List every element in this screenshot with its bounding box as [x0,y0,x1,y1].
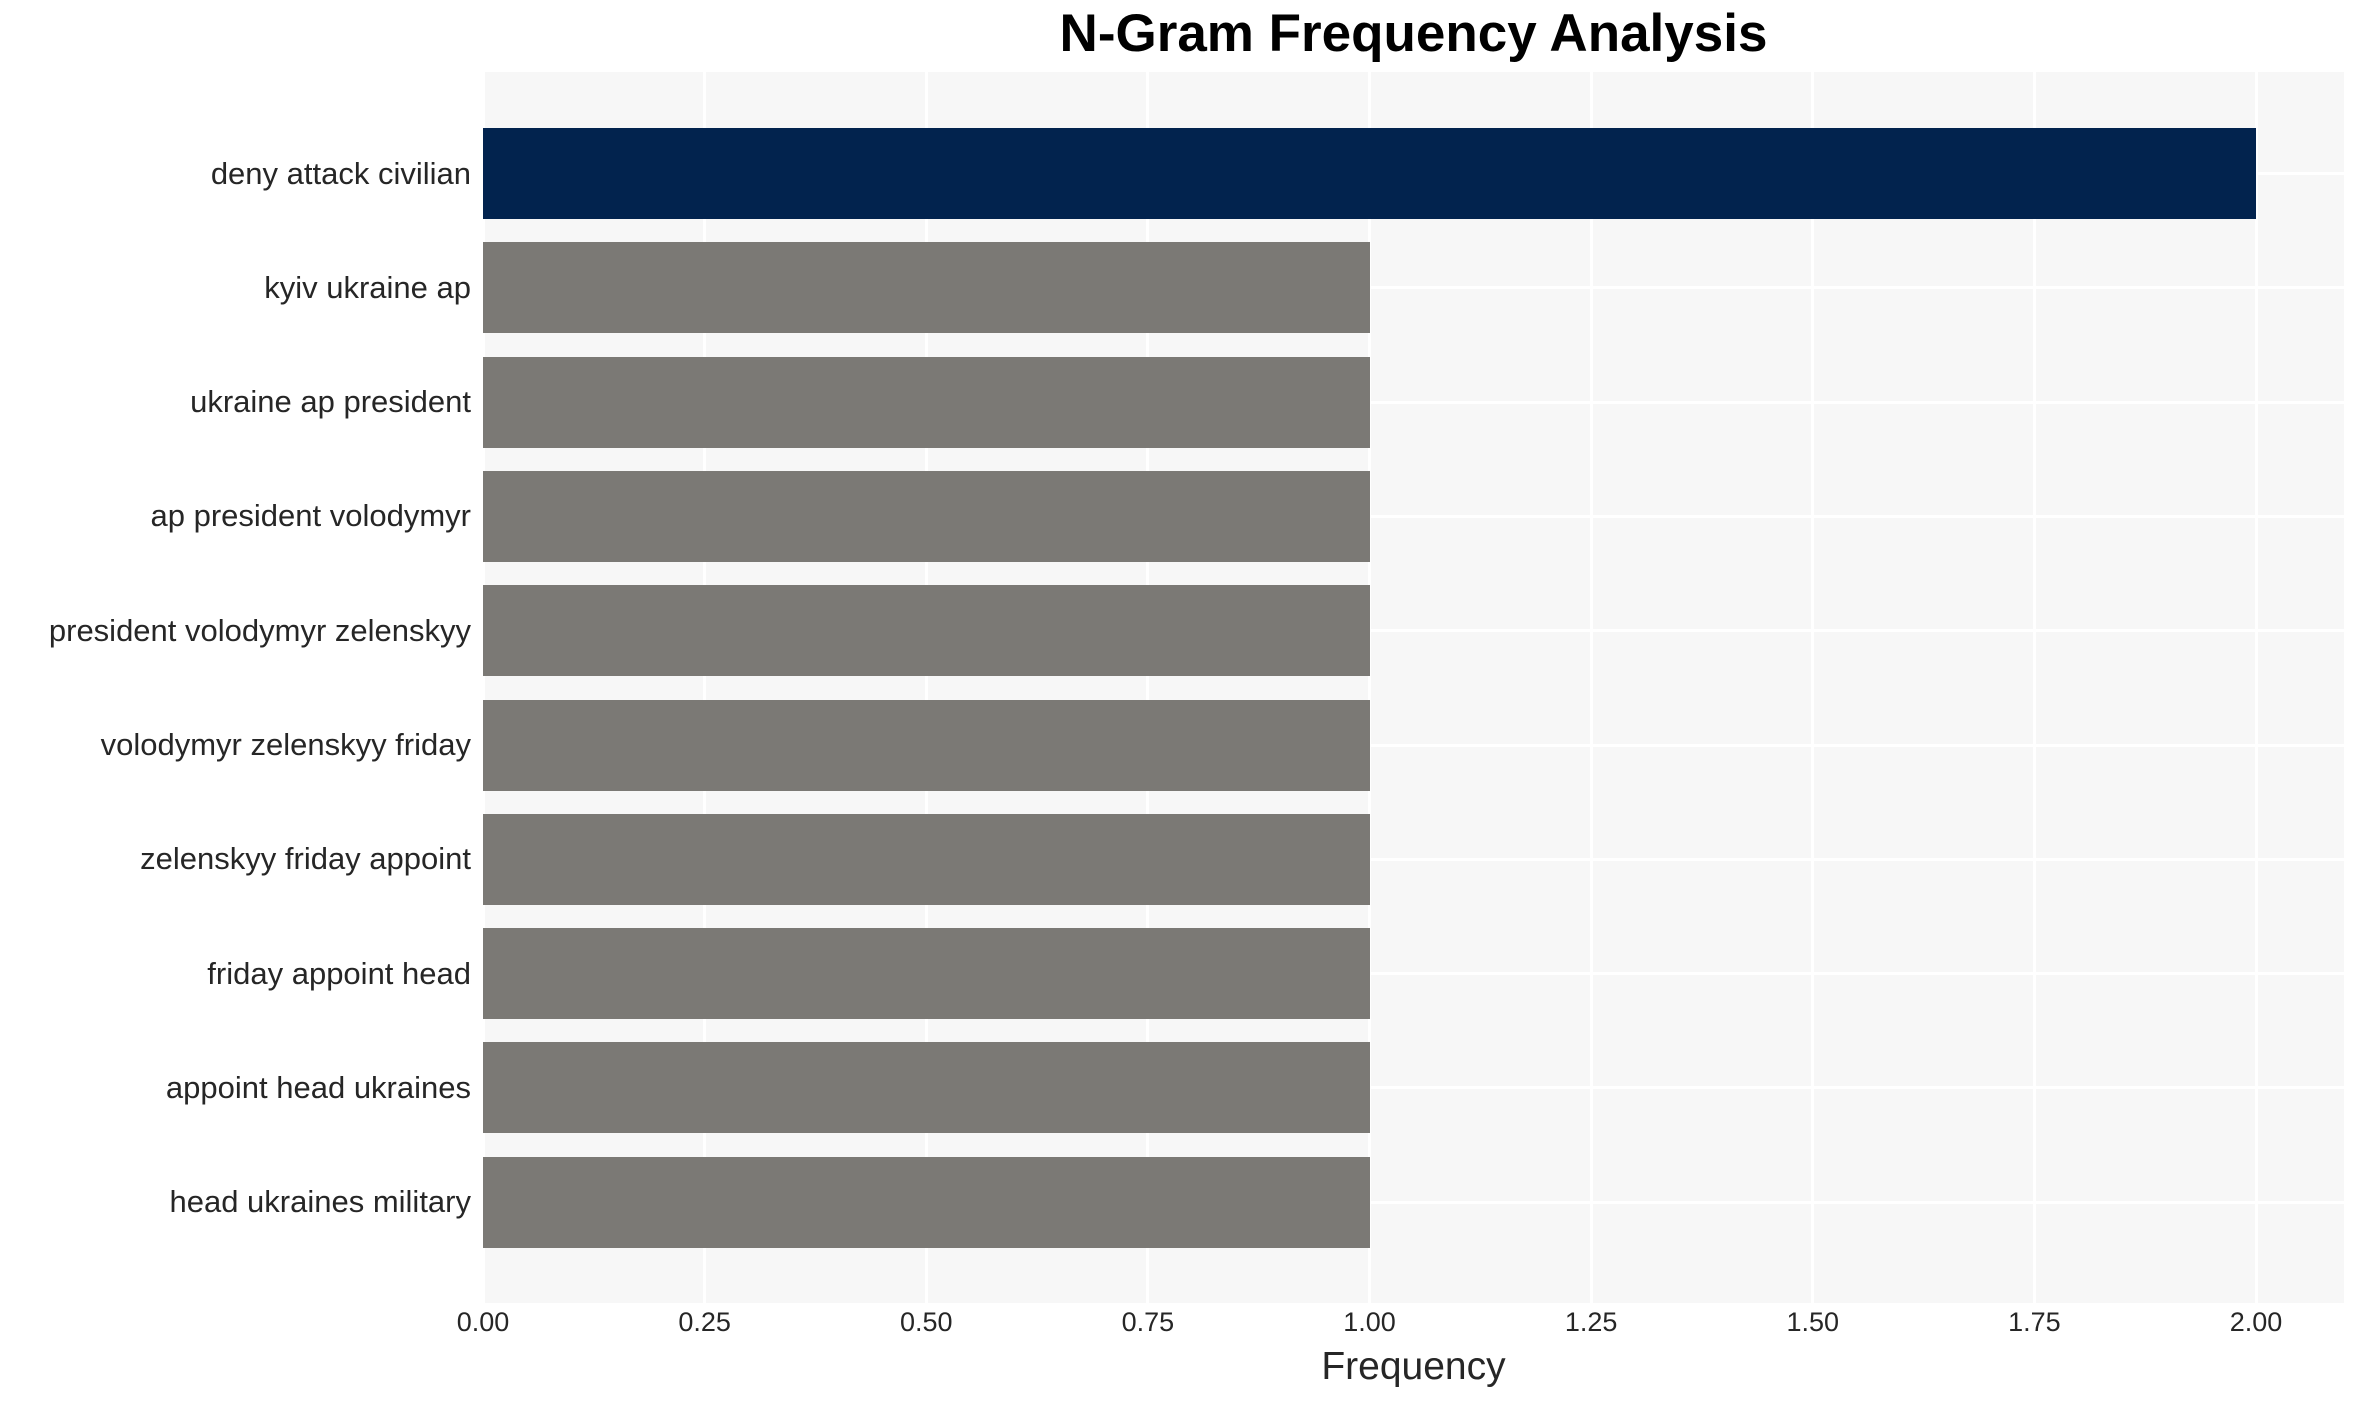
x-gridline [1368,72,1371,1303]
x-tick-label: 0.25 [678,1307,731,1337]
category-label: ap president volodymyr [150,498,472,534]
category-label: head ukraines military [169,1184,471,1220]
x-tick-label: 1.50 [1786,1307,1840,1337]
x-gridline [481,72,485,1303]
x-gridline [1811,72,1815,1303]
y-gridline [483,286,2344,290]
category-label: deny attack civilian [210,155,471,191]
x-gridline [2254,72,2258,1303]
bar [483,813,1370,905]
x-tick-label: 1.25 [1564,1307,1618,1337]
y-gridline [483,400,2344,404]
x-gridline [703,72,707,1303]
category-label: ukraine ap president [190,384,471,420]
bar [483,128,2256,219]
category-label: volodymyr zelenskyy friday [100,727,471,763]
x-tick-label: 2.00 [2229,1307,2283,1337]
x-tick-label: 1.75 [2008,1307,2061,1337]
y-gridline [483,743,2344,747]
category-label: appoint head ukraines [165,1069,471,1105]
category-label: zelenskyy friday appoint [140,841,471,877]
x-gridline [924,72,928,1303]
bar [483,928,1370,1020]
y-gridline [483,514,2344,518]
x-gridline [2032,72,2036,1303]
category-label: kyiv ukraine ap [264,269,471,305]
bar [483,699,1370,791]
bar [483,1156,1370,1248]
x-gridline [1589,72,1593,1303]
bar [483,1042,1370,1134]
x-tick-label: 0.75 [1121,1307,1175,1337]
category-label: president volodymyr zelenskyy [48,612,471,648]
y-gridline [483,1200,2344,1204]
y-gridline [483,857,2344,861]
x-tick-label: 0.50 [899,1307,953,1337]
category-label: friday appoint head [207,955,471,991]
y-gridline [483,629,2344,633]
bar [483,242,1370,334]
bar [483,356,1370,448]
chart-title: N-Gram Frequency Analysis [1059,4,1768,63]
y-gridline [483,1086,2344,1090]
x-tick-label: 1.00 [1343,1307,1396,1337]
bar [483,585,1370,677]
bar [483,470,1370,562]
plot-area [481,72,2344,1303]
y-gridline [483,972,2344,976]
x-gridline [1146,72,1150,1303]
x-tick-label: 0.00 [456,1307,510,1337]
x-axis-label: Frequency [1321,1345,1506,1388]
